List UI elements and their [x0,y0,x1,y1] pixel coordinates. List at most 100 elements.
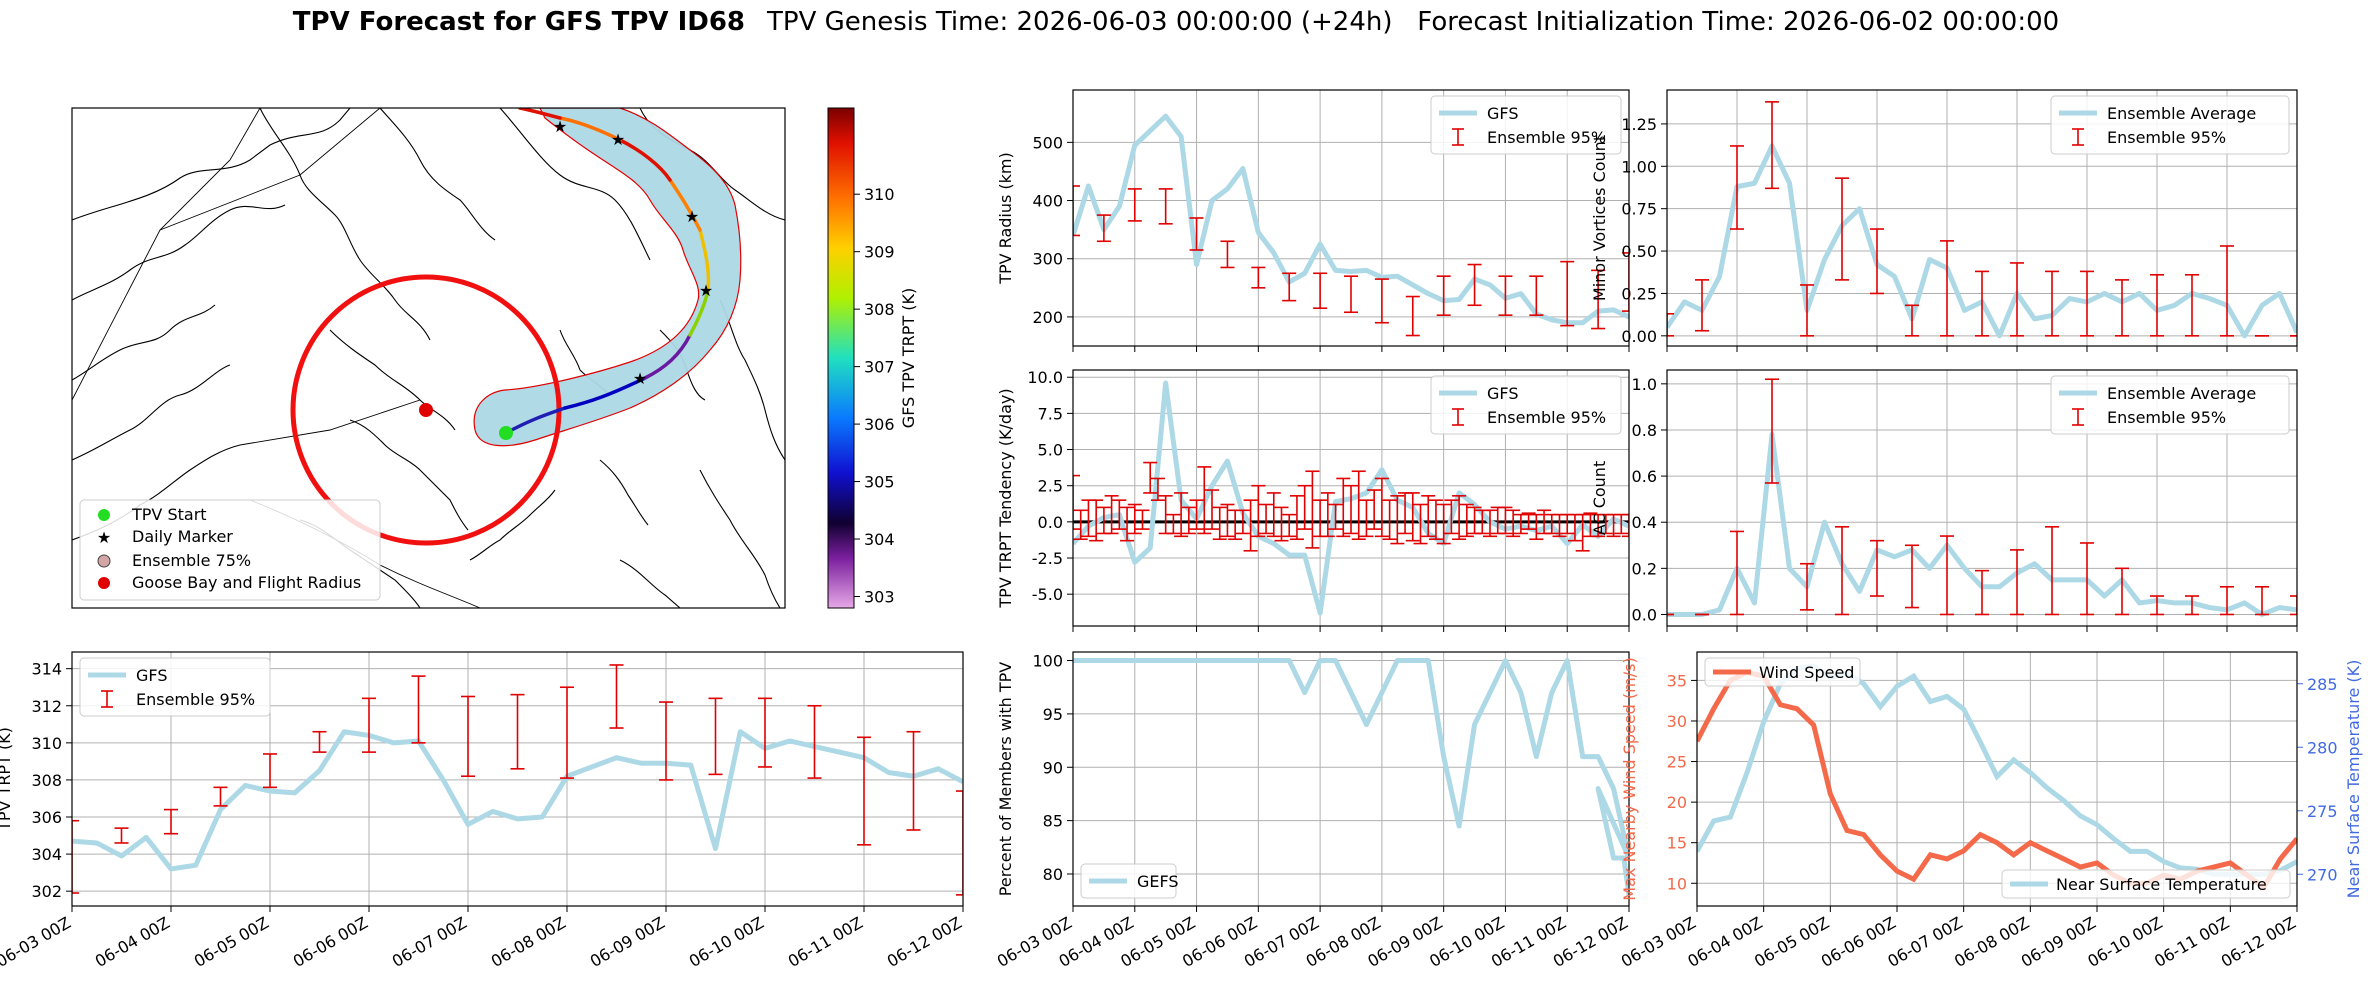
y-axis-label-radius: TPV Radius (km) [996,152,1015,285]
error-bar [213,786,228,807]
error-bar [1089,499,1104,542]
error-bar [1313,499,1328,538]
frame-trpt [71,651,964,907]
y2-axis-label: Near Surface Temperature (K) [2344,660,2363,899]
error-bar [1835,526,1849,616]
tpv-track [504,108,711,435]
error-bar [1243,499,1258,552]
error-bar [510,693,525,770]
plot-area-wind_temp [1697,663,2297,891]
error-bar [1251,266,1266,289]
frame-tendency [1072,369,1630,627]
legend-temperature-label: Near Surface Temperature [2056,875,2267,894]
error-bar [1181,506,1196,535]
error-bar [72,819,79,894]
error-bar [1560,513,1575,535]
error-bar [659,701,673,781]
legend-label: Ensemble Average [2107,104,2256,123]
error-bar [1800,284,1814,337]
legend-label: Ensemble 95% [136,690,255,709]
legend-goose-bay: Goose Bay and Flight Radius [132,573,361,592]
error-bar [1444,499,1459,535]
y-tick-label: 2.5 [1038,477,1063,496]
y-tick-label: 0.25 [1621,284,1657,303]
error-bar [1452,495,1467,541]
error-bar [1529,513,1544,541]
error-bar [807,704,822,779]
error-bar [1591,269,1606,330]
error-bar [2220,585,2234,616]
y-axis-label-minor: Minor Vortices Count [1590,135,1609,301]
x-tick-label: 06-04 00Z [92,913,173,971]
error-bar [1498,275,1513,316]
error-bar [1274,506,1289,542]
colorbar-label: GFS TPV TRPT (K) [899,288,918,428]
colorbar-tick-label: 310 [864,185,895,204]
figure-title-bold: TPV Forecast for GFS TPV ID68 [293,7,745,37]
error-bar [1870,539,1884,597]
map-content: ★ ★ ★ ★ ★ [72,108,785,608]
x-tick-label: 06-08 00Z [488,913,569,971]
frame-ac [1666,369,2298,627]
panel-minor: 0.00 0.25 0.50 0.75 1.00 1.25 Minor Vortices C… [1590,89,2298,352]
legend-wind: Wind Speed [1704,657,1861,687]
error-bar [1127,188,1142,222]
error-bar [2080,542,2094,616]
error-bar [362,697,376,753]
error-bar [1259,503,1274,535]
y-tick-label: 95 [1043,705,1063,724]
error-bar [758,697,772,768]
y-tick-label: 5.0 [1038,441,1063,460]
error-bar [1174,492,1189,538]
legend-temperature: Near Surface Temperature [2001,869,2291,899]
y-tick-label: -2.5 [1032,549,1063,568]
error-bar [2185,595,2199,616]
y-tick-label: 306 [31,808,62,827]
y-tick-label: 10.0 [1027,368,1063,387]
error-bar [1940,535,1954,616]
error-bar [1765,378,1779,484]
error-bar [1073,185,1080,237]
y2-tick-label: 280 [2307,738,2338,757]
error-bar [1120,506,1135,542]
error-bar [906,730,921,831]
x-tick-label: 06-03 00Z [1618,913,1699,971]
error-bar [2045,270,2059,337]
y-axis-label-tendency: TPV TRPT Tendency (K/day) [996,388,1015,608]
map-frame [71,107,786,609]
plot-area-radius [1073,113,1629,337]
x-tick-label: 06-03 00Z [0,913,74,971]
y2-tick-label: 275 [2307,802,2338,821]
y-tick-label: 20 [1667,793,1687,812]
colorbar-tick-label: 303 [864,588,895,607]
y-tick-label: 0.50 [1621,242,1657,261]
legend-trpt: GFS Ensemble 95% [79,657,271,717]
error-bar [1344,275,1358,314]
y-tick-label: 0.6 [1632,467,1657,486]
y-tick-label: 100 [1032,652,1063,671]
error-bar [1529,275,1544,316]
error-bar [1436,503,1451,545]
x-tick-label: 06-12 00Z [884,913,965,971]
x-tick-label: 06-08 00Z [1951,913,2032,971]
legend-tendency: GFS Ensemble 95% [1430,375,1622,435]
x-tick-label: 06-11 00Z [2151,913,2232,971]
error-bar [1150,477,1165,501]
y-tick-label: 0.8 [1632,421,1657,440]
legend-tpv-start: TPV Start [131,505,207,524]
y-tick-label: 15 [1667,834,1687,853]
legend-label: Ensemble 95% [1487,408,1606,427]
error-bar [1695,279,1709,332]
legend-goose-bay-icon [98,577,110,589]
error-bar [1344,484,1358,535]
legend-label: Ensemble 95% [1487,128,1606,147]
error-bar [1197,466,1212,535]
error-bar [1205,489,1219,530]
plot-area-minor [1667,101,2297,339]
legend-label: Ensemble 95% [2107,128,2226,147]
plot-area-tendency [1073,380,1629,616]
y-tick-label: 35 [1667,671,1687,690]
error-bar [2150,595,2164,616]
error-bar [1282,272,1297,302]
